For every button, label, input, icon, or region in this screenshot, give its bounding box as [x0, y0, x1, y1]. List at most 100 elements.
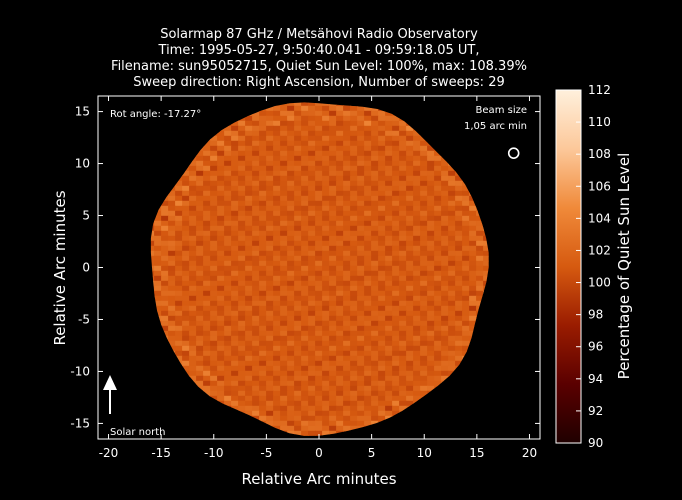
disk-cell	[175, 275, 183, 282]
disk-cell	[259, 150, 267, 157]
disk-cell	[392, 115, 400, 122]
disk-cell	[161, 285, 169, 292]
disk-cell	[336, 280, 344, 287]
disk-cell	[266, 310, 274, 317]
disk-cell	[329, 115, 337, 122]
disk-cell	[406, 155, 414, 162]
disk-cell	[224, 140, 232, 147]
disk-cell	[203, 360, 211, 367]
disk-cell	[301, 350, 309, 357]
disk-cell	[343, 115, 351, 122]
disk-cell	[224, 125, 232, 132]
disk-cell	[308, 245, 316, 252]
disk-cell	[287, 115, 295, 122]
disk-cell	[224, 240, 232, 247]
disk-cell	[399, 150, 407, 157]
disk-cell	[273, 215, 281, 222]
disk-cell	[350, 205, 358, 212]
disk-cell	[385, 185, 393, 192]
disk-cell	[462, 295, 470, 302]
disk-cell	[161, 305, 169, 312]
disk-cell	[315, 420, 323, 427]
disk-cell	[462, 190, 470, 197]
disk-cell	[350, 255, 358, 262]
disk-cell	[231, 230, 239, 237]
disk-cell	[161, 270, 169, 277]
disk-cell	[245, 285, 253, 292]
disk-cell	[245, 310, 253, 317]
disk-cell	[399, 405, 407, 412]
disk-cell	[476, 245, 484, 252]
x-axis-ticks: -20 -15 -10 -5 0 5 10 15 20	[99, 96, 537, 460]
disk-cell	[196, 190, 204, 197]
disk-cell	[259, 360, 267, 367]
disk-cell	[175, 180, 183, 187]
disk-cell	[364, 400, 372, 407]
disk-cell	[392, 335, 400, 342]
disk-cell	[294, 370, 302, 377]
disk-cell	[413, 215, 421, 222]
disk-cell	[252, 185, 260, 192]
disk-cell	[203, 310, 211, 317]
disk-cell	[413, 390, 421, 397]
disk-cell	[308, 150, 316, 157]
colorbar-tick-label: 112	[588, 83, 611, 97]
disk-cell	[413, 195, 421, 202]
disk-cell	[448, 270, 456, 277]
disk-cell	[231, 125, 239, 132]
disk-cell	[350, 110, 358, 117]
disk-cell	[469, 255, 477, 262]
disk-cell	[266, 200, 274, 207]
disk-cell	[231, 305, 239, 312]
disk-cell	[217, 180, 225, 187]
disk-cell	[287, 260, 295, 267]
disk-cell	[182, 285, 190, 292]
disk-cell	[427, 315, 435, 322]
disk-cell	[385, 265, 393, 272]
disk-cell	[217, 350, 225, 357]
disk-cell	[350, 390, 358, 397]
disk-cell	[399, 280, 407, 287]
disk-cell	[357, 405, 365, 412]
disk-cell	[154, 215, 162, 222]
disk-cell	[448, 325, 456, 332]
disk-cell	[357, 145, 365, 152]
disk-cell	[203, 350, 211, 357]
disk-cell	[203, 285, 211, 292]
disk-cell	[392, 395, 400, 402]
disk-cell	[329, 385, 337, 392]
disk-cell	[413, 230, 421, 237]
disk-cell	[343, 260, 351, 267]
disk-cell	[287, 410, 295, 417]
disk-cell	[392, 275, 400, 282]
disk-cell	[280, 365, 288, 372]
disk-cell	[420, 255, 428, 262]
disk-cell	[273, 170, 281, 177]
disk-cell	[469, 280, 477, 287]
disk-cell	[308, 385, 316, 392]
disk-cell	[301, 305, 309, 312]
disk-cell	[371, 315, 379, 322]
disk-cell	[364, 150, 372, 157]
disk-cell	[308, 160, 316, 167]
disk-cell	[238, 305, 246, 312]
disk-cell	[392, 270, 400, 277]
disk-cell	[392, 310, 400, 317]
disk-cell	[371, 305, 379, 312]
disk-cell	[259, 125, 267, 132]
disk-cell	[343, 300, 351, 307]
disk-cell	[350, 140, 358, 147]
disk-cell	[308, 365, 316, 372]
disk-cell	[266, 260, 274, 267]
disk-cell	[294, 360, 302, 367]
disk-cell	[259, 275, 267, 282]
disk-cell	[420, 155, 428, 162]
disk-cell	[231, 310, 239, 317]
disk-cell	[448, 330, 456, 337]
disk-cell	[406, 285, 414, 292]
disk-cell	[252, 330, 260, 337]
disk-cell	[196, 245, 204, 252]
disk-cell	[378, 135, 386, 142]
disk-cell	[378, 375, 386, 382]
disk-cell	[322, 355, 330, 362]
